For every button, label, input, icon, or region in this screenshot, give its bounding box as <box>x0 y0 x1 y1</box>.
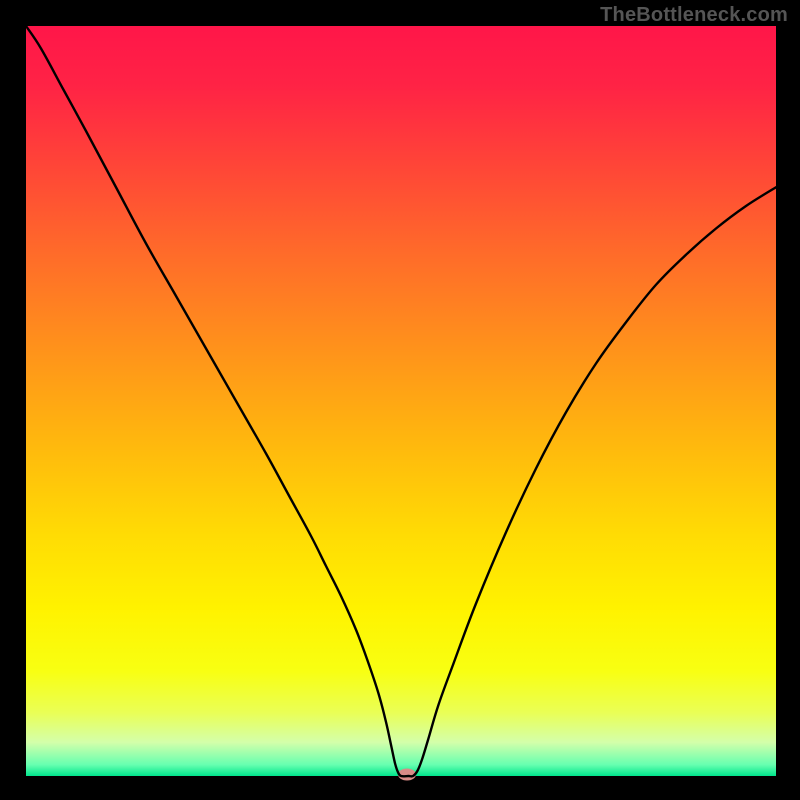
watermark-text: TheBottleneck.com <box>600 4 788 27</box>
bottleneck-curve-chart <box>0 0 800 800</box>
chart-container: { "watermark": { "text": "TheBottleneck.… <box>0 0 800 800</box>
gradient-background <box>26 26 776 776</box>
